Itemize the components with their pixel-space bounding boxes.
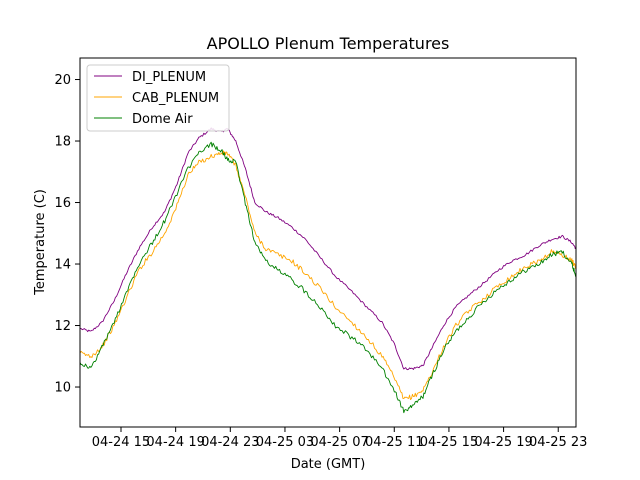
legend-box: [86, 64, 230, 132]
legend-label: DI_PLENUM: [132, 70, 206, 85]
series-line-2: [79, 150, 577, 401]
legend: DI_PLENUM CAB_PLENUM Dome Air: [86, 64, 230, 132]
series-lines: [79, 127, 577, 414]
series-line-1: [79, 127, 577, 371]
x-tick-label: 04-24 19: [146, 435, 204, 450]
x-tick-label: 04-25 11: [365, 435, 423, 450]
y-tick-label: 14: [54, 258, 71, 273]
x-tick-label: 04-24 15: [92, 435, 150, 450]
y-axis-label: Temperature (C): [33, 189, 48, 296]
x-tick-label: 04-24 23: [201, 435, 259, 450]
series-line-3: [79, 141, 577, 414]
plot-frame: [79, 57, 577, 428]
y-tick-label: 20: [54, 73, 71, 88]
chart-title: APOLLO Plenum Temperatures: [207, 34, 450, 53]
y-axis: 10 12 14 16 18 20: [54, 73, 80, 396]
x-tick-label: 04-25 19: [474, 435, 532, 450]
y-tick-label: 16: [54, 196, 71, 211]
legend-label: CAB_PLENUM: [132, 91, 219, 106]
x-tick-label: 04-25 15: [420, 435, 478, 450]
y-tick-label: 12: [54, 319, 71, 334]
y-tick-label: 10: [54, 381, 71, 396]
x-tick-label: 04-25 07: [310, 435, 368, 450]
legend-label: Dome Air: [132, 112, 193, 127]
y-tick-label: 18: [54, 135, 71, 150]
x-tick-label: 04-25 23: [529, 435, 587, 450]
x-tick-label: 04-25 03: [256, 435, 314, 450]
x-axis-label: Date (GMT): [291, 457, 366, 472]
